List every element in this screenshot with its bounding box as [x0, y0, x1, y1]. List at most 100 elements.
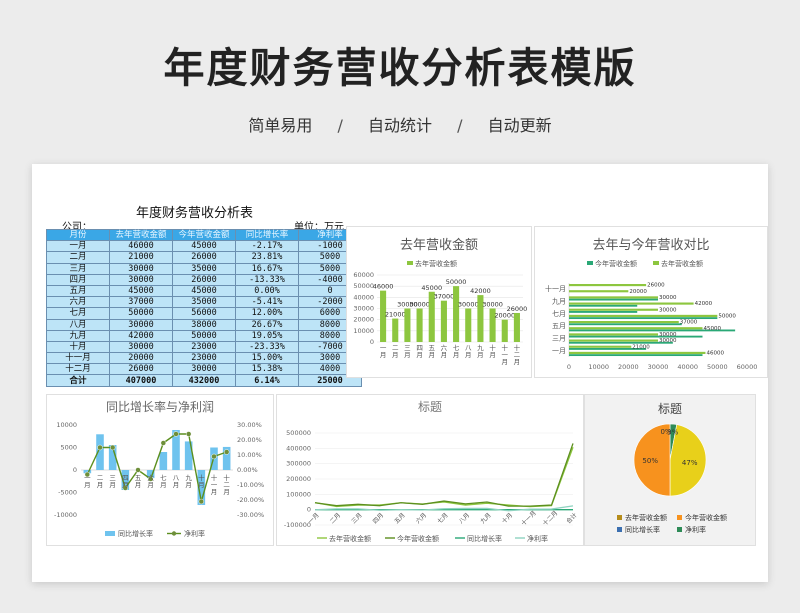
- table-cell: 21000: [109, 251, 173, 264]
- x-tick-label: 二: [392, 344, 399, 352]
- x-tick-label: 月: [404, 351, 411, 359]
- bar: [477, 295, 484, 342]
- x-tick-label: 八月: [458, 512, 471, 525]
- tagline: 简单易用 / 自动统计 / 自动更新: [0, 112, 800, 136]
- pie-slice: [633, 423, 671, 497]
- table-cell: 30000: [109, 262, 173, 275]
- x-tick-label: 九: [477, 343, 484, 352]
- bar: [569, 335, 703, 338]
- y-tick-label: -100000: [284, 521, 311, 529]
- x-tick-label: 七月: [436, 511, 450, 525]
- data-label: 30000: [659, 332, 677, 338]
- tag-easy: 简单易用: [248, 116, 313, 135]
- bar: [569, 323, 682, 326]
- table-cell: 30000: [109, 273, 173, 286]
- table-cell: 八月: [46, 318, 110, 331]
- table-cell: 35000: [172, 262, 236, 275]
- tag-auto-update: 自动更新: [487, 116, 552, 135]
- table-cell: 26000: [172, 251, 236, 264]
- x-tick-label: 0: [567, 363, 571, 371]
- table-cell: 0.00%: [235, 284, 299, 298]
- x-tick-label: 四: [416, 344, 423, 352]
- data-label: 26000: [647, 283, 665, 289]
- bar: [569, 341, 673, 344]
- y2-tick-label: 10.00%: [237, 451, 262, 459]
- legend-label: 今年营收金额: [397, 534, 439, 543]
- table-row: 十月 30000 23000 -23.33% -7000: [46, 340, 362, 354]
- table-cell: 26.67%: [235, 318, 299, 331]
- bar: [569, 304, 638, 307]
- table-row: 二月 21000 26000 23.81% 5000: [46, 251, 362, 264]
- x-tick-label: 40000: [677, 363, 698, 371]
- series-line: [314, 443, 574, 507]
- table-cell: 20000: [109, 352, 173, 365]
- data-label: 30000: [659, 295, 677, 301]
- y-tick-label: 5000: [60, 444, 77, 452]
- x-tick-label: 月: [122, 481, 129, 489]
- x-tick-label: 六: [147, 473, 154, 482]
- x-tick-label: 七: [453, 343, 460, 352]
- legend-label: 同比增长率: [625, 525, 660, 534]
- table-total-row: 合计 407000 432000 6.14% 25000: [46, 374, 362, 387]
- x-tick-label: 50000: [707, 363, 728, 371]
- table-cell: 45000: [172, 284, 236, 298]
- bar: [569, 311, 638, 313]
- y2-tick-label: 20.00%: [237, 436, 262, 444]
- data-label: 47%: [682, 459, 698, 467]
- chart-pie: 标题 47% 50% 0% 3% 去年营收金额 今年营收金额 同比增长率 净利率: [584, 394, 756, 546]
- table-row: 六月 37000 35000 -5.41% -2000: [46, 296, 362, 309]
- line-point: [147, 476, 154, 482]
- data-label: 21000: [385, 311, 406, 319]
- table-header-cell: 月份: [46, 228, 110, 242]
- table-cell: 42000: [109, 329, 173, 342]
- x-tick-label: 月: [380, 351, 387, 359]
- x-tick-label: 月: [198, 481, 205, 489]
- data-label: 30000: [659, 338, 677, 344]
- bar: [184, 441, 193, 470]
- table-cell: 46000: [109, 240, 173, 253]
- y-tick-label: 200000: [286, 475, 311, 483]
- finance-table: 月份 去年营收金额 今年营收金额 同比增长率 净利率 一月 46000 45000 -2.17…: [46, 228, 362, 387]
- table-title: 年度财务营收分析表: [136, 206, 254, 221]
- data-label: 42000: [470, 287, 491, 295]
- bar: [489, 308, 496, 342]
- y2-tick-label: 0.00%: [237, 466, 258, 474]
- legend-swatch: [653, 261, 659, 265]
- x-tick-label: 十: [502, 343, 509, 352]
- bar: [197, 470, 206, 505]
- spreadsheet-preview: 年度财务营收分析表 公司： 单位：万元 月份 去年营收金额 今年营收金额 同比增长率净…: [32, 164, 768, 582]
- data-label: 30000: [482, 301, 503, 309]
- legend-label: 净利率: [527, 534, 548, 543]
- y-tick-label: 0: [307, 506, 311, 514]
- x-tick-label: 六月: [414, 511, 428, 525]
- legend-label: 今年营收金额: [685, 513, 727, 522]
- legend-label: 净利率: [685, 525, 706, 534]
- data-label: 0%: [660, 428, 671, 436]
- bar: [83, 470, 92, 474]
- x-tick-label: 月: [453, 351, 460, 359]
- table-cell: 56000: [172, 307, 236, 320]
- x-tick-label: 月: [477, 351, 484, 359]
- legend-marker: [171, 531, 177, 536]
- x-tick-label: 月: [416, 351, 423, 359]
- bar: [569, 339, 658, 342]
- line-point: [97, 444, 103, 451]
- company-label: 公司：: [62, 222, 92, 233]
- table-cell: 十月: [46, 340, 110, 354]
- table-total-cell: 合计: [46, 374, 110, 387]
- legend-label: 同比增长率: [467, 534, 502, 543]
- table-cell: 三月: [46, 262, 110, 275]
- legend-label: 去年营收金额: [661, 259, 703, 268]
- table-cell: 四月: [46, 273, 110, 286]
- y-tick-label: 三月: [552, 335, 566, 343]
- y2-tick-label: 30.00%: [237, 421, 262, 429]
- y-tick-label: 400000: [286, 444, 311, 452]
- chart-title: 去年与今年营收对比: [592, 237, 709, 253]
- line-point: [122, 485, 129, 491]
- x-tick-label: 10000: [588, 363, 609, 371]
- y-tick-label: 20000: [353, 316, 374, 324]
- bar: [569, 329, 736, 332]
- bar: [569, 333, 658, 336]
- data-label: 50000: [446, 278, 467, 286]
- unit-label: 单位：万元: [294, 222, 344, 233]
